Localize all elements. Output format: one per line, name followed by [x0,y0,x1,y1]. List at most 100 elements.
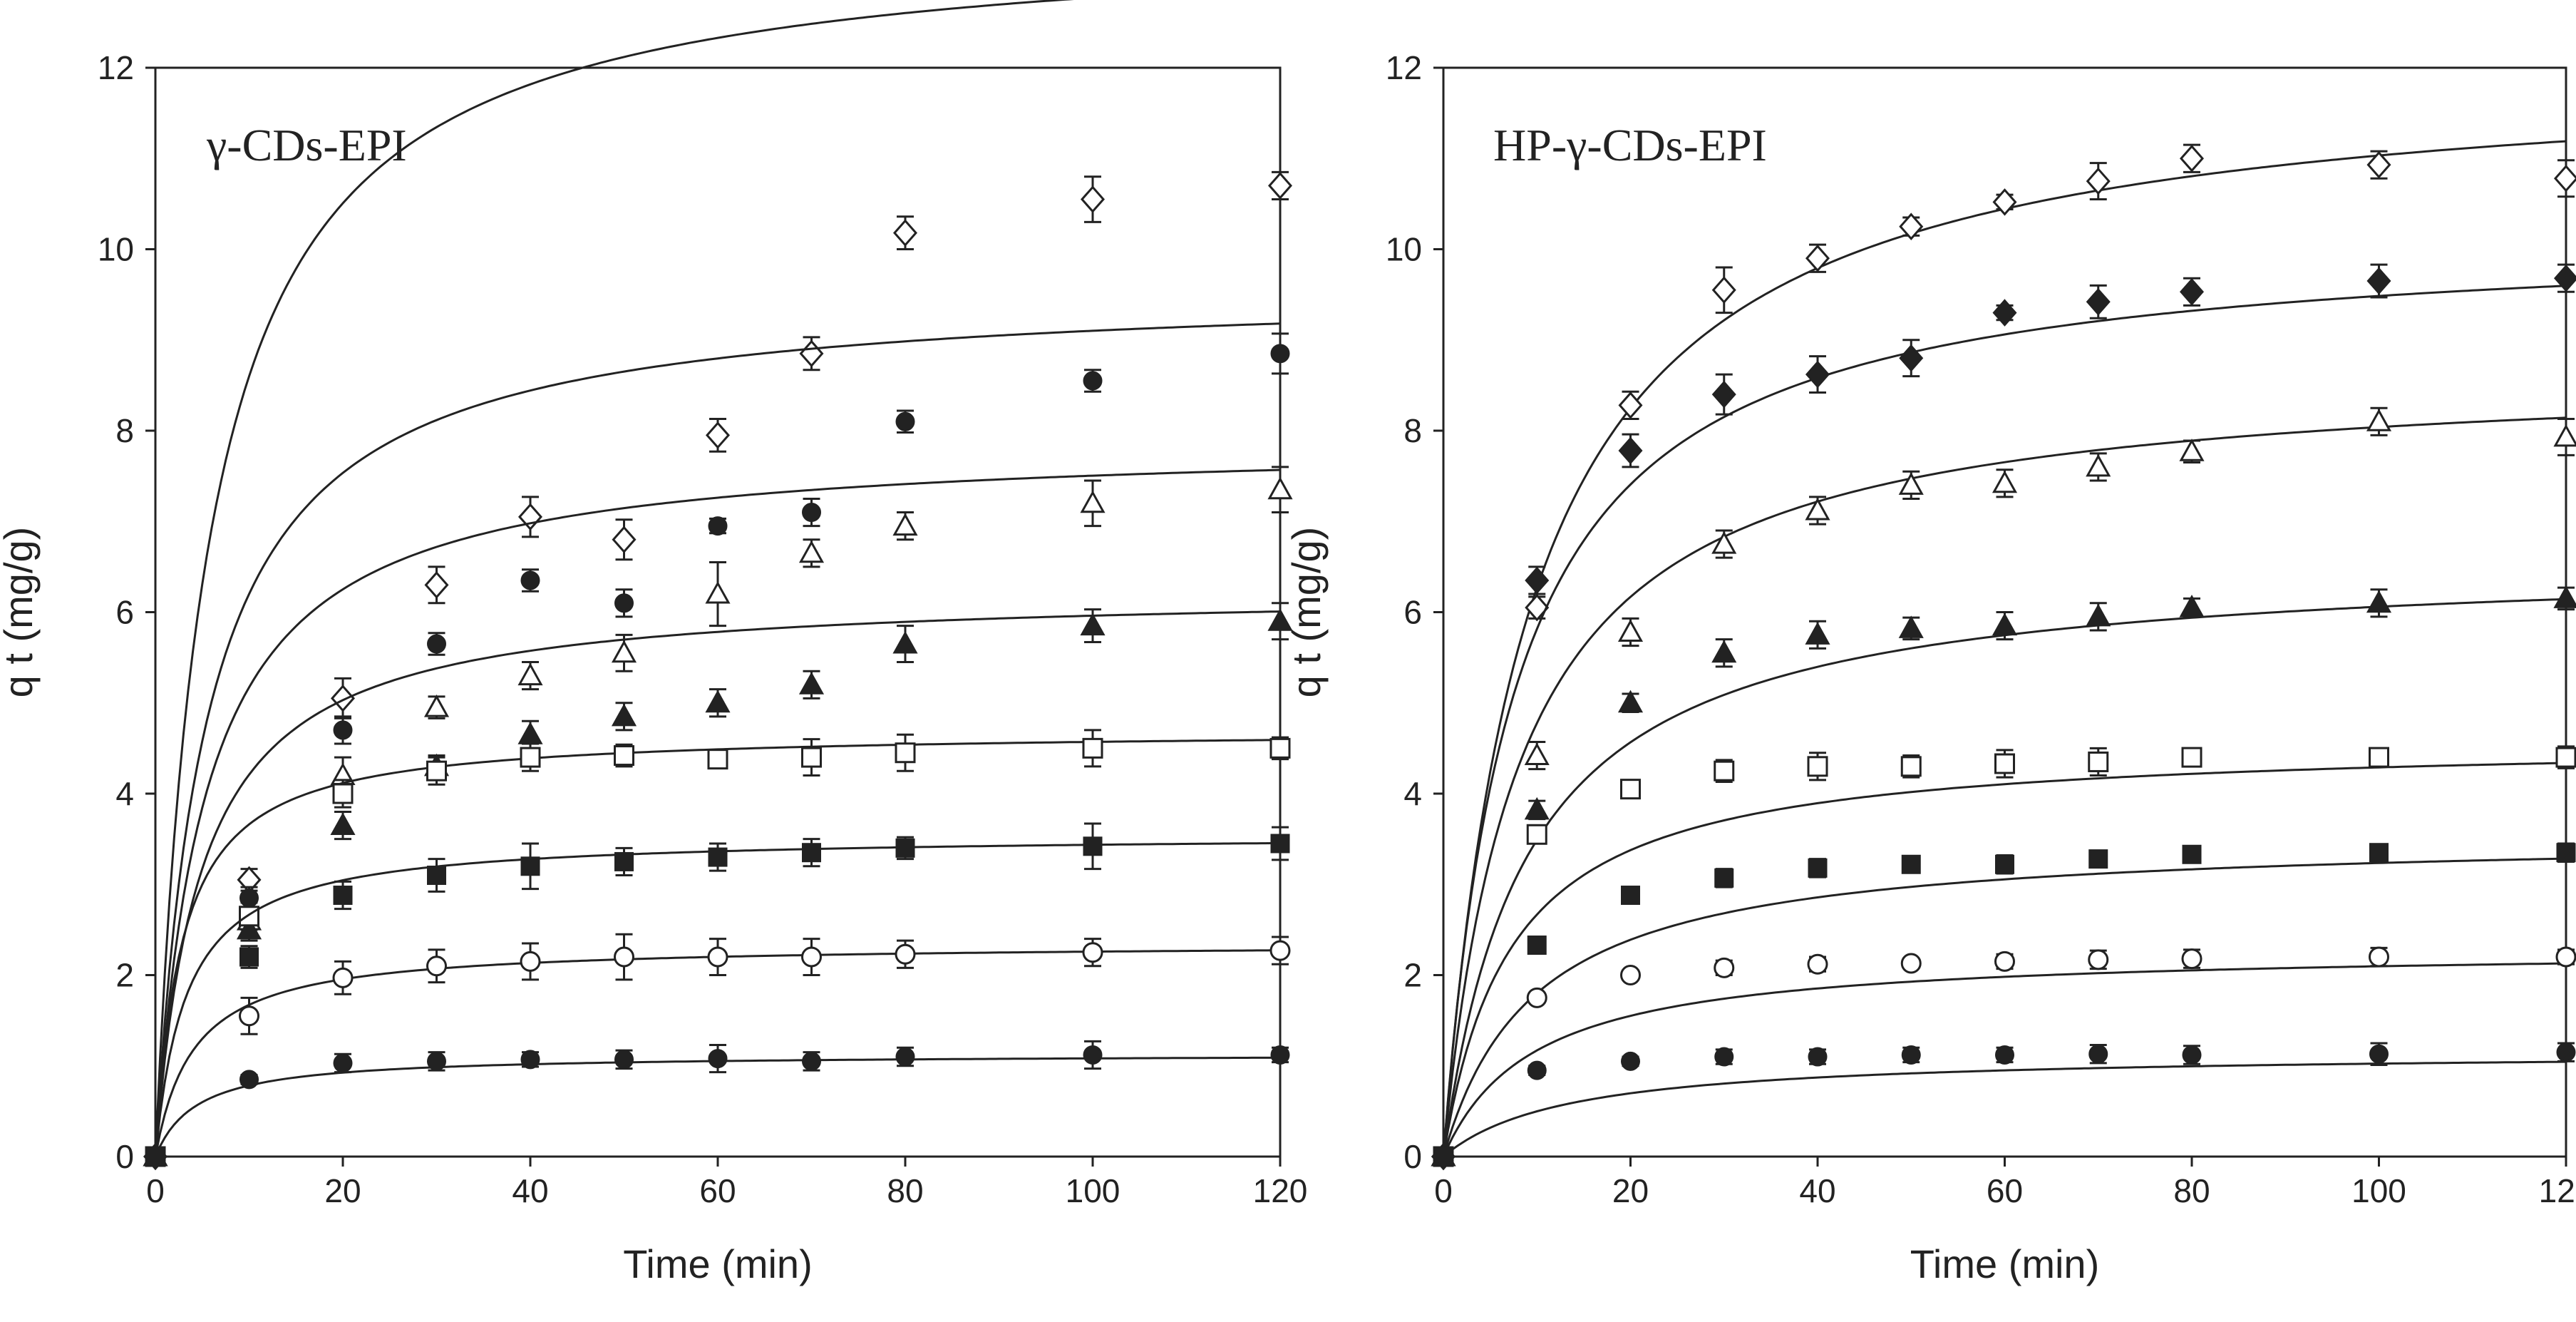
data-point-marker [517,662,543,686]
x-tick-label: 20 [1612,1172,1649,1209]
data-point-marker [2369,1044,2389,1064]
data-point-marker [2179,439,2205,461]
data-point-marker [2553,264,2576,292]
data-point-marker [332,967,354,988]
x-tick-label: 0 [1434,1172,1453,1209]
data-point-marker [520,950,541,972]
data-point-marker [332,783,354,804]
x-tick-label: 120 [1253,1172,1308,1209]
data-point-marker [2181,747,2203,768]
data-point-marker [708,516,728,536]
data-point-marker [2179,144,2205,173]
x-tick-label: 40 [512,1172,548,1209]
data-point-marker [1901,854,1921,874]
data-point-marker [1621,886,1640,906]
data-point-marker [1714,957,1735,978]
data-point-marker [1992,299,2017,327]
data-point-marker [423,695,450,717]
data-point-marker [2179,595,2205,618]
data-point-marker [1620,779,1641,800]
data-point-marker [1617,619,1644,642]
data-point-marker [1082,737,1103,759]
data-point-marker [1433,1147,1453,1167]
data-point-marker [427,1051,446,1071]
data-point-marker [1525,593,1550,622]
data-point-marker [1900,756,1922,777]
x-axis-title: Time (min) [623,1241,812,1286]
x-tick-label: 80 [2173,1172,2210,1209]
data-point-marker [892,630,918,654]
panel-label: HP-γ-CDs-EPI [1493,120,1767,170]
data-point-marker [1898,615,1924,638]
data-point-marker [2086,288,2111,316]
data-point-marker [2179,278,2205,306]
data-point-marker [2088,1044,2108,1064]
data-point-marker [1270,1045,1290,1065]
data-point-marker [892,219,918,247]
data-point-marker [239,1005,259,1027]
data-point-marker [2086,167,2111,195]
fit-curve [154,322,1281,1157]
data-point-marker [426,955,447,977]
data-point-marker [1714,1047,1734,1067]
y-tick-label: 6 [1403,594,1422,631]
data-point-marker [895,411,915,431]
data-point-marker [614,1050,634,1070]
data-point-marker [1270,834,1290,854]
data-point-marker [708,1049,728,1069]
data-point-marker [426,760,447,782]
data-point-marker [802,843,821,863]
data-point-marker [705,580,731,604]
data-point-marker [612,526,637,553]
data-point-marker [1618,436,1643,465]
data-point-marker [1082,942,1103,963]
data-point-marker [2086,603,2111,627]
data-point-marker [614,851,634,871]
data-point-marker [1808,1047,1828,1067]
data-point-marker [705,690,731,713]
data-point-marker [895,943,916,965]
y-tick-label: 12 [98,49,134,86]
series-open-triangle [1431,406,2576,1167]
data-point-marker [1080,185,1106,213]
y-tick-label: 8 [115,412,134,449]
x-tick-label: 40 [1799,1172,1835,1209]
data-point-marker [1525,566,1550,595]
data-point-marker [1524,742,1550,766]
data-point-marker [708,847,728,867]
data-point-marker [2086,454,2111,477]
left-chart-panel: 0 20 40 60 80 100 120 0 2 4 6 8 10 12 Time (min) q t (m… [0,0,1307,1286]
data-point-marker [2553,424,2576,447]
right-chart-panel: 0 20 40 60 80 100 120 0 2 4 6 8 10 12 Time (min) q t (m… [1284,49,2576,1286]
data-point-marker [520,1050,540,1070]
data-point-marker [614,593,634,613]
data-point-marker [1805,360,1830,389]
data-point-marker [1621,1051,1640,1071]
y-axis-title: q t (mg/g) [1284,527,1329,698]
data-point-marker [1267,476,1293,500]
data-point-marker [333,720,353,740]
data-point-marker [611,640,637,663]
data-point-marker [1083,371,1103,391]
data-point-marker [424,571,449,599]
fit-curve [154,0,1074,1157]
data-point-marker [707,749,728,770]
y-tick-label: 12 [1386,49,1422,86]
data-point-marker [802,1051,821,1071]
data-point-marker [1992,188,2017,216]
data-point-marker [1992,613,2018,636]
data-point-marker [2369,747,2389,768]
y-tick-label: 10 [1386,231,1422,268]
data-point-marker [1269,737,1291,759]
data-point-marker [798,672,825,695]
data-point-marker [1995,854,2014,874]
data-point-marker [2088,849,2108,869]
y-axis-title: q t (mg/g) [0,527,41,698]
data-point-marker [1711,276,1736,304]
data-point-marker [333,1053,353,1073]
data-point-marker [895,742,916,764]
data-point-marker [1714,760,1735,782]
data-point-marker [2553,585,2576,608]
data-point-marker [798,540,825,563]
fit-curve [154,468,1281,1157]
